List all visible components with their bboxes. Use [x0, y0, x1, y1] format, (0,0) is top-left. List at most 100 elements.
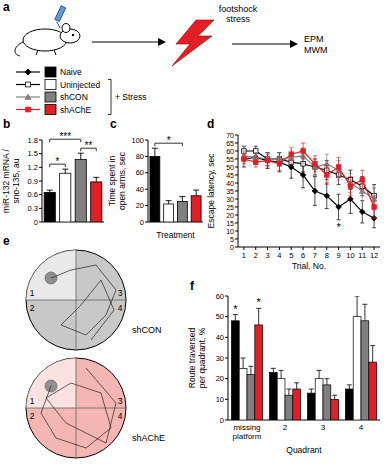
lightning-bolt — [172, 20, 214, 66]
mouse-ear — [62, 24, 70, 33]
error-bar — [47, 190, 53, 192]
bar — [239, 368, 247, 420]
swim-path — [41, 368, 116, 448]
y-tick — [39, 222, 42, 223]
error-bar — [313, 177, 317, 206]
quadrant-label: 4 — [118, 411, 123, 421]
significance-label: * — [167, 135, 171, 146]
y-tick — [39, 208, 42, 209]
point — [336, 204, 342, 210]
label-line: missing — [233, 423, 260, 432]
y-tick — [225, 358, 228, 359]
y-tick — [39, 181, 42, 182]
y-tick — [235, 247, 238, 248]
quadrant-label: 3 — [118, 288, 123, 298]
legend-label: shCON — [60, 92, 88, 102]
point — [289, 152, 293, 156]
error-bar — [277, 153, 281, 172]
x-axis — [238, 247, 380, 248]
y-tick-label: 60 — [136, 168, 144, 177]
point — [359, 209, 365, 215]
panel-label: b — [3, 117, 10, 131]
error-bar — [360, 170, 364, 189]
y-tick-label: 20 — [226, 212, 234, 219]
legend-group-label: + Stress — [115, 92, 146, 102]
error-bar — [362, 304, 367, 321]
y-tick — [235, 215, 238, 216]
panel-label: e — [3, 234, 10, 248]
legend-marker — [26, 82, 31, 87]
error-bar — [370, 346, 375, 363]
error-bar — [271, 368, 276, 372]
y-tick-label: 10 — [216, 395, 224, 404]
target-quadrant — [26, 358, 76, 408]
label-line: miR-132 mRNA / — [1, 148, 11, 212]
error-bar — [78, 153, 84, 159]
label-line: Route traversed — [187, 327, 197, 388]
legend-bracket — [108, 80, 111, 115]
error-bar — [301, 162, 305, 188]
error-bar — [325, 165, 329, 184]
quadrant-label: 1 — [30, 288, 35, 298]
stimulus-label: footshockstress — [219, 4, 258, 24]
y-tick — [235, 151, 238, 152]
bar — [255, 325, 263, 420]
error-bar — [360, 201, 364, 223]
legend-marker — [25, 69, 31, 75]
maze-panel: 1234shCON1234shAChE — [26, 250, 165, 458]
legend-label: shAChE — [60, 105, 92, 115]
x-tick — [243, 247, 244, 250]
panel-label: f — [190, 279, 195, 293]
quadrant-divider — [76, 250, 77, 350]
y-tick-label: 60 — [216, 292, 224, 301]
bar — [75, 160, 86, 222]
bar — [293, 389, 301, 420]
y-tick-label: 40 — [216, 333, 224, 342]
series-line — [244, 157, 374, 218]
error-bar — [337, 194, 341, 220]
y-tick-label: 20 — [216, 374, 224, 383]
bar — [361, 321, 369, 420]
y-axis-label: Route traversedper quadrant, % — [187, 327, 207, 388]
point — [313, 162, 317, 166]
label-line: footshock — [219, 4, 258, 14]
significance-label: * — [336, 221, 341, 233]
legend-swatch — [45, 80, 56, 90]
arrow — [232, 43, 290, 44]
syringe — [55, 6, 66, 22]
error-bar — [279, 370, 284, 378]
quadrant-label: 1 — [30, 396, 35, 406]
x-tick — [267, 247, 268, 250]
plot-marks — [231, 296, 376, 420]
y-tick-label: 0.3 — [28, 204, 38, 213]
x-tick-label: 3 — [321, 423, 326, 432]
x-tick — [362, 247, 363, 250]
plot-marks — [241, 143, 377, 228]
label-line: 4 — [359, 423, 364, 432]
y-tick-label: 1.8 — [28, 136, 38, 145]
point — [372, 205, 376, 209]
error-bar — [277, 157, 281, 170]
bar-chart: 00.30.60.91.21.51.8miR-132 mRNA /sno-135… — [1, 131, 104, 226]
y-tick — [235, 175, 238, 176]
significance-label: * — [56, 156, 60, 167]
y-tick — [145, 156, 148, 157]
y-tick — [225, 316, 228, 317]
y-tick-label: 35 — [226, 188, 234, 195]
x-tick — [279, 247, 280, 250]
y-tick — [235, 159, 238, 160]
label-line: 2 — [283, 423, 288, 432]
error-bar — [248, 366, 253, 374]
y-tick — [235, 183, 238, 184]
syringe-needle — [57, 22, 60, 28]
y-tick — [235, 239, 238, 240]
grouped-bar-chart: 0102030405060Route traversedper quadrant… — [187, 292, 380, 455]
y-tick-label: 1.5 — [28, 149, 38, 158]
x-tick — [338, 247, 339, 250]
mouse-tail — [15, 42, 23, 56]
label-line: 3 — [321, 423, 326, 432]
y-tick — [235, 143, 238, 144]
x-axis-label: Trial, No. — [292, 261, 326, 271]
mouse-eye — [72, 34, 74, 36]
point — [242, 157, 246, 161]
